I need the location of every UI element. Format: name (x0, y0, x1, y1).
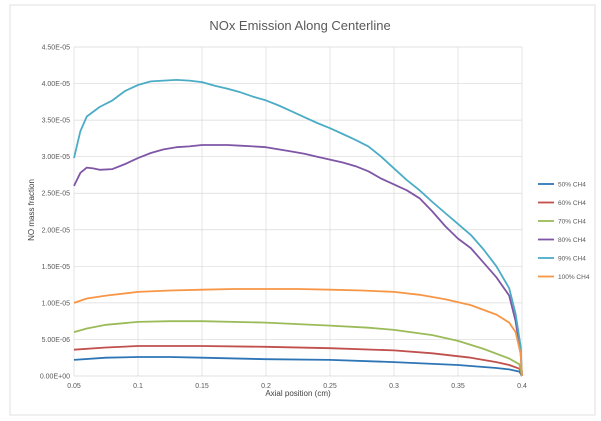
x-tick-label: 0.2 (261, 383, 271, 390)
x-axis-label: Axial position (cm) (265, 389, 331, 398)
legend-label: 100% CH4 (558, 274, 590, 281)
gridlines (73, 46, 523, 377)
x-tick-label: 0.15 (195, 383, 209, 390)
legend-label: 60% CH4 (558, 200, 586, 207)
y-tick-label: 5.00E-06 (42, 337, 71, 344)
x-tick-label: 0.35 (451, 383, 465, 390)
y-tick-label: 4.50E-05 (42, 45, 71, 52)
y-tick-label: 4.00E-05 (42, 81, 71, 88)
y-tick-label: 1.00E-05 (42, 300, 71, 307)
series-line-100-ch4 (73, 288, 523, 377)
series-line-50-ch4 (73, 356, 523, 377)
y-tick-label: 2.00E-05 (42, 227, 71, 234)
y-tick-label: 1.50E-05 (42, 264, 71, 271)
x-tick-label: 0.1 (133, 383, 143, 390)
legend-label: 80% CH4 (558, 237, 586, 244)
chart-border (9, 4, 596, 416)
y-axis-ticks: 0.00E+00 5.00E-06 1.00E-05 1.50E-05 2.00E-05… (40, 45, 70, 381)
series-line-80-ch4 (73, 144, 523, 377)
y-tick-label: 3.50E-05 (42, 118, 71, 125)
legend-label: 50% CH4 (558, 182, 586, 189)
x-tick-label: 0.25 (323, 383, 337, 390)
legend-label: 90% CH4 (558, 256, 586, 263)
series-line-60-ch4 (73, 345, 523, 377)
series-lines (73, 79, 523, 377)
legend-label: 70% CH4 (558, 219, 586, 226)
x-tick-label: 0.4 (517, 383, 527, 390)
series-line-70-ch4 (73, 320, 523, 377)
x-tick-label: 0.05 (67, 383, 81, 390)
chart-title: NOx Emission Along Centerline (209, 18, 390, 33)
x-tick-label: 0.3 (389, 383, 399, 390)
y-tick-label: 2.50E-05 (42, 191, 71, 198)
y-tick-label: 0.00E+00 (40, 374, 70, 381)
legend: 50% CH4 60% CH4 70% CH4 80% CH4 90% CH4 100% … (538, 182, 590, 281)
y-axis-label: NO mass fraction (27, 179, 36, 241)
series-line-90-ch4 (73, 79, 523, 377)
y-tick-label: 3.00E-05 (42, 154, 71, 161)
x-axis-ticks: 0.05 0.1 0.15 0.2 0.25 0.3 0.35 0.4 (67, 383, 527, 390)
